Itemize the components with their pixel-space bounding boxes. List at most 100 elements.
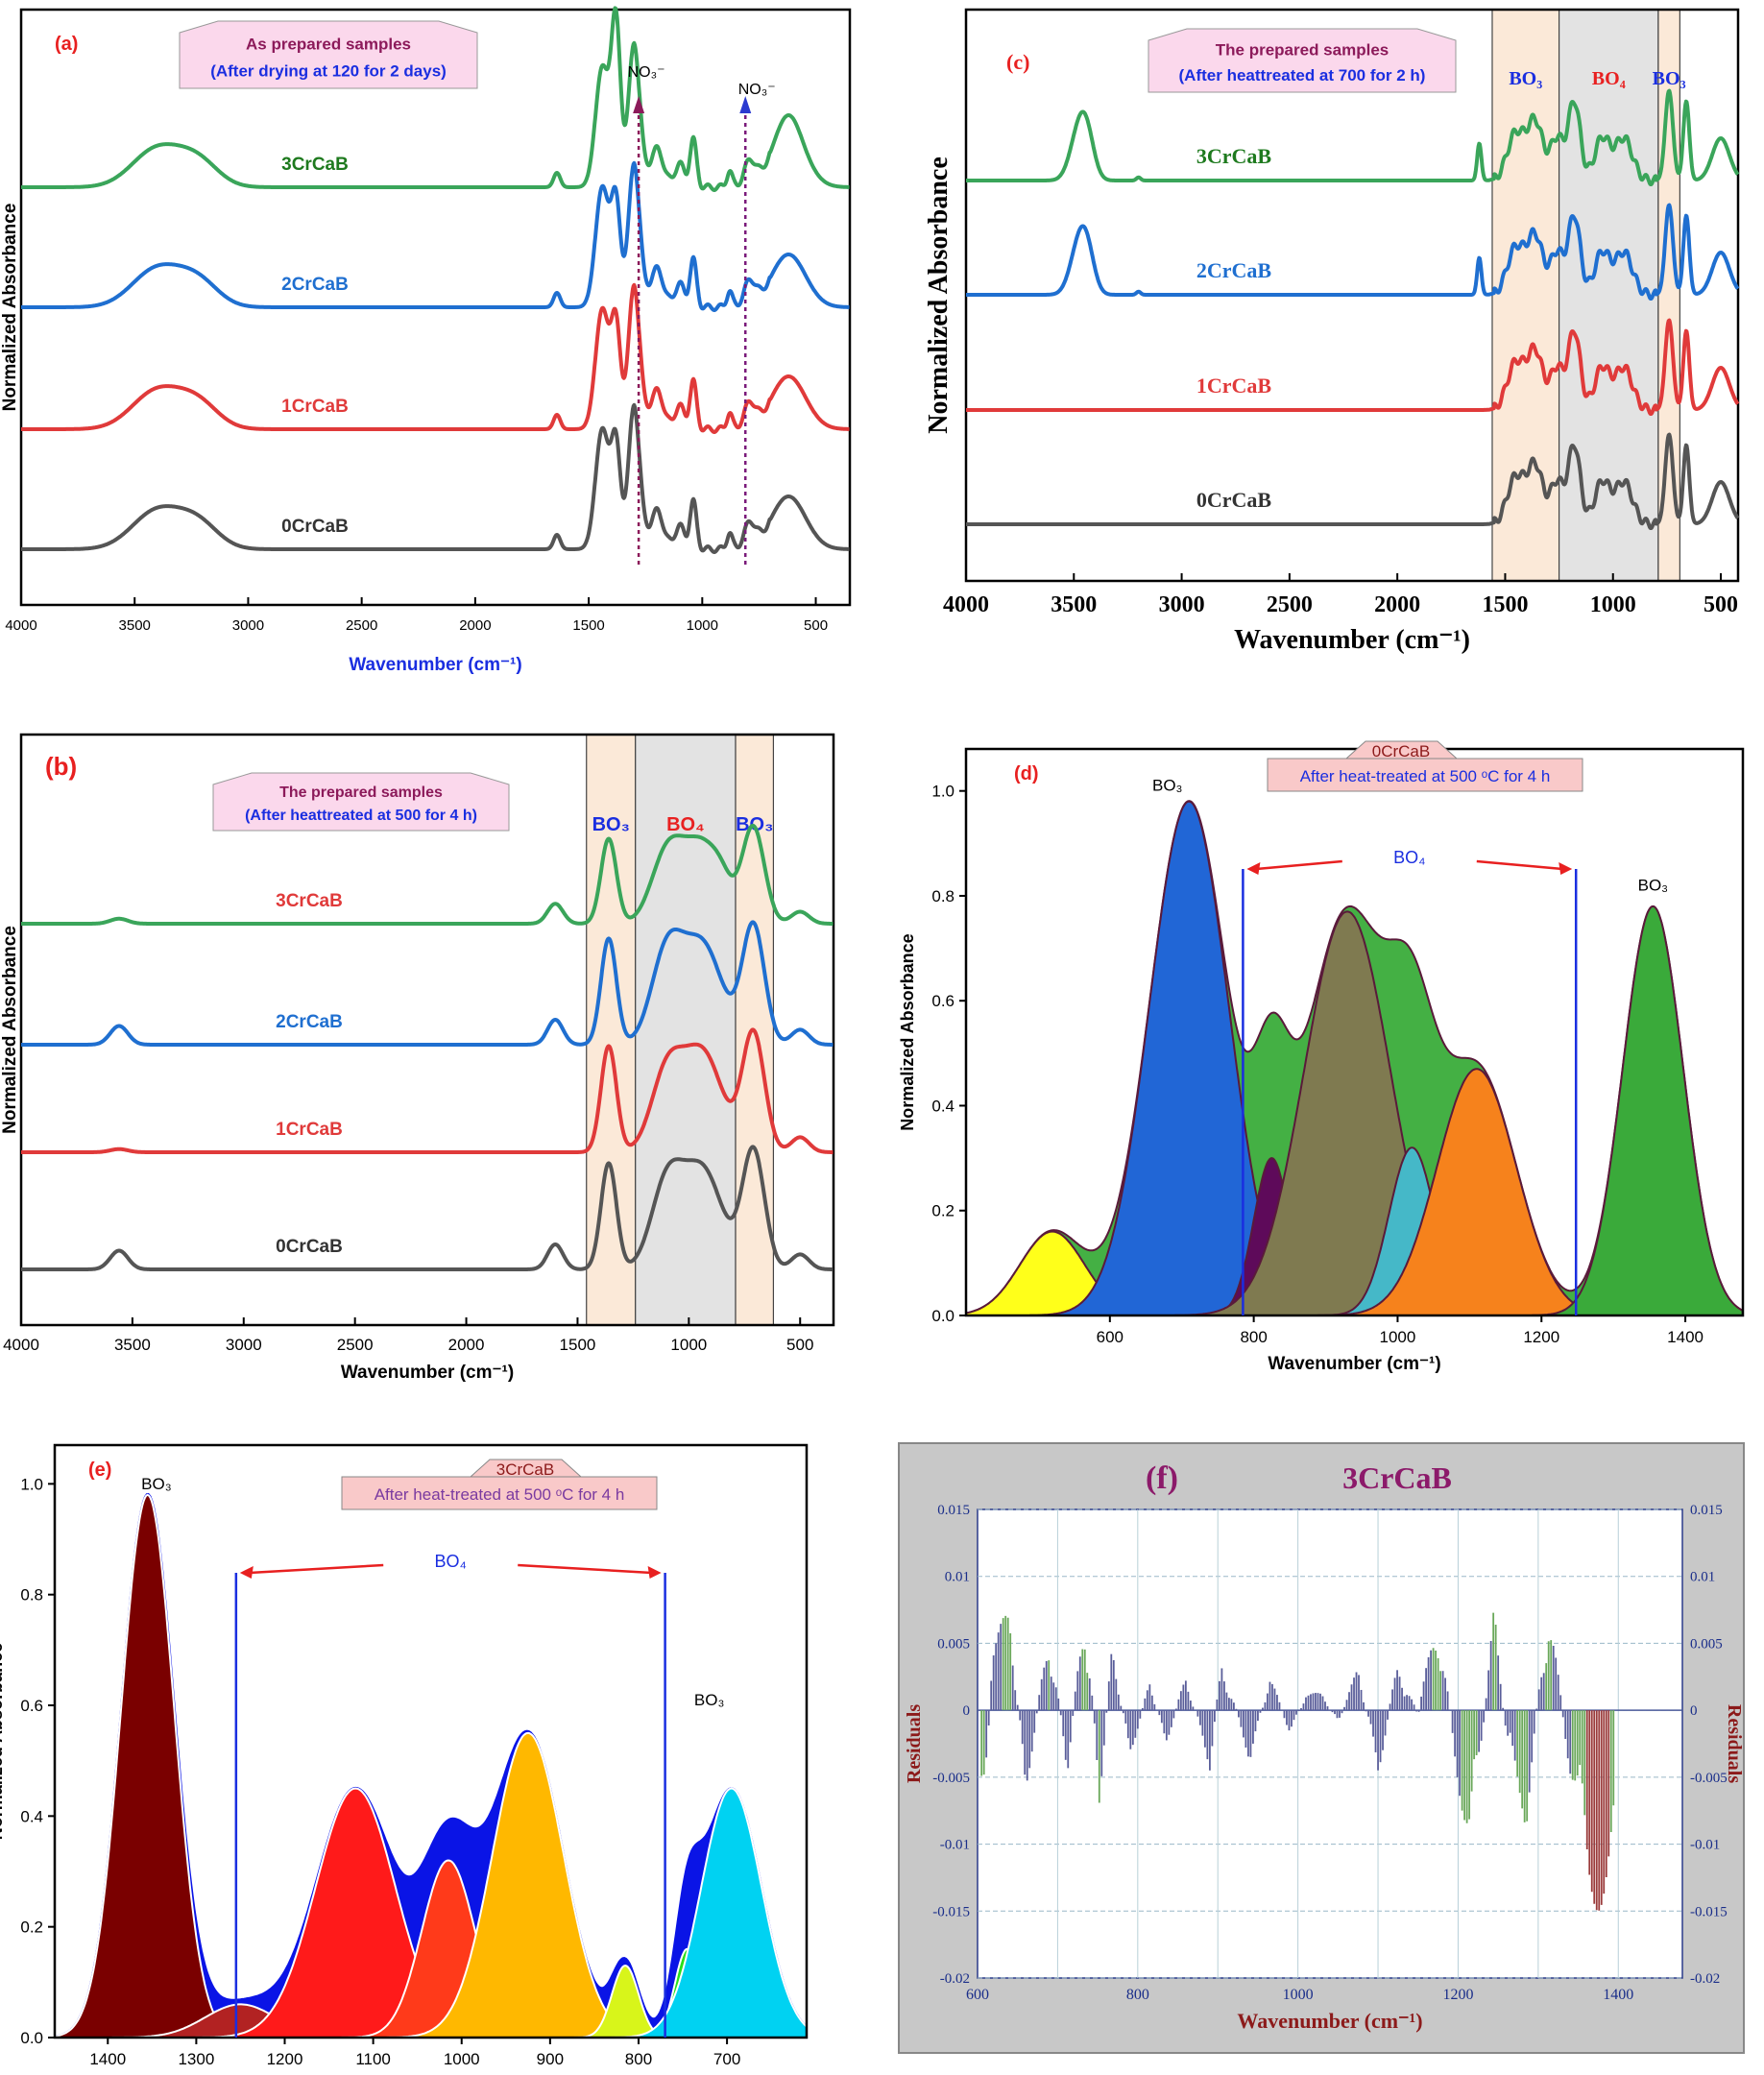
x-tick-label-0: 1400 [89, 2050, 126, 2068]
band-label-0: BO₃ [592, 814, 630, 835]
series-line-3CrCaB [19, 823, 834, 926]
title-line-1: The prepared samples [1216, 41, 1389, 60]
x-tick-label-6: 1000 [1590, 592, 1636, 617]
x-tick-label-4: 2000 [448, 1336, 485, 1354]
x-tick-label-3: 1200 [1523, 1328, 1559, 1346]
y-tick-label-left-5: -0.01 [940, 1838, 970, 1853]
y-axis-label-left: Residuals [904, 1704, 925, 1783]
panel-a-chart: 4000 3500 3000 2500 2000 1500 1000 500 Wavenumbe… [0, 6, 852, 675]
x-tick-label-0: 4000 [943, 592, 989, 617]
y-tick-label-left-1: 0.01 [945, 1570, 970, 1585]
panel-e-chart: 1400 1300 1200 1100 1000 900 800 700 0.0 0.2 0.4 0.… [0, 1443, 809, 2068]
title-box [341, 1476, 658, 1510]
annotation-arrow-0 [633, 96, 645, 113]
title-box [212, 772, 510, 832]
y-axis-label: Normalized Absorbance [0, 1643, 6, 1840]
series-line-2CrCaB [19, 920, 834, 1047]
annotation-label-0: NO₃⁻ [628, 64, 665, 81]
x-tick-label-2: 3000 [1159, 592, 1205, 617]
x-tick-label-0: 600 [1097, 1328, 1124, 1346]
series-label-1CrCaB: 1CrCaB [281, 397, 349, 417]
sample-title: 3CrCaB [1342, 1460, 1452, 1495]
panel-label: (e) [88, 1460, 111, 1481]
sample-label: 3CrCaB [496, 1460, 554, 1479]
peak-label-0: BO₃ [1152, 777, 1183, 795]
series-label-0CrCaB: 0CrCaB [1196, 488, 1272, 512]
x-tick-label-2: 3000 [226, 1336, 262, 1354]
peak-label-1: BO₃ [1638, 877, 1669, 895]
panel-label: (a) [55, 34, 78, 55]
x-tick-label-1: 3500 [114, 1336, 151, 1354]
x-tick-label-4: 1400 [1603, 1987, 1633, 2003]
x-tick-label-7: 500 [804, 617, 828, 634]
series-label-3CrCaB: 3CrCaB [281, 155, 349, 175]
panel-label: (d) [1014, 763, 1039, 784]
x-tick-label-5: 1500 [560, 1336, 596, 1354]
panel-label: (f) [1146, 1460, 1178, 1496]
series-label-2CrCaB: 2CrCaB [276, 1012, 343, 1032]
y-tick-label-1: 0.2 [931, 1202, 954, 1220]
x-tick-label-1: 800 [1240, 1328, 1267, 1346]
x-tick-label-0: 4000 [3, 1336, 39, 1354]
y-tick-label-left-3: 0 [963, 1703, 971, 1719]
peak-label-0: BO₃ [141, 1475, 172, 1493]
x-tick-label-4: 1000 [444, 2050, 480, 2068]
x-tick-label-1: 800 [1126, 1987, 1149, 2003]
y-tick-label-3: 0.6 [20, 1697, 43, 1715]
region-arrowhead-left [239, 1566, 254, 1579]
x-tick-label-0: 600 [966, 1987, 989, 2003]
y-tick-label-4: 0.8 [931, 887, 954, 905]
y-tick-label-0: 0.0 [931, 1307, 954, 1325]
title-line-2: (After heattreated at 700 for 2 h) [1179, 66, 1426, 84]
series-label-0CrCaB: 0CrCaB [276, 1237, 343, 1257]
x-tick-label-5: 900 [537, 2050, 564, 2068]
title-box [1148, 28, 1457, 93]
y-tick-label-3: 0.6 [931, 992, 954, 1010]
x-tick-label-5: 1500 [572, 617, 604, 634]
y-tick-label-left-4: -0.005 [932, 1771, 970, 1786]
title-box [1267, 758, 1583, 792]
series-label-1CrCaB: 1CrCaB [276, 1120, 343, 1140]
region-arrowhead-left [1246, 862, 1261, 875]
panel-d-chart: 600 800 1000 1200 1400 0.0 0.2 0.4 0.6 0.8 1.0 Wave… [898, 740, 1745, 1374]
y-axis-label: Normalized Absorbance [898, 933, 917, 1130]
series-line-1CrCaB [964, 318, 1740, 416]
title-line-2: (After drying at 120 for 2 days) [210, 61, 447, 80]
series-label-3CrCaB: 3CrCaB [276, 891, 343, 911]
x-tick-label-6: 1000 [687, 617, 718, 634]
x-tick-label-1: 3500 [1051, 592, 1097, 617]
y-tick-label-right-6: -0.015 [1690, 1904, 1728, 1919]
region-arrow-right [1476, 859, 1563, 871]
series-line-2CrCaB [19, 160, 851, 312]
x-tick-label-4: 2000 [459, 617, 491, 634]
x-tick-label-1: 3500 [119, 617, 151, 634]
x-tick-label-3: 2500 [337, 1336, 374, 1354]
x-tick-label-5: 1500 [1482, 592, 1528, 617]
sample-label: 0CrCaB [1372, 742, 1430, 760]
series-line-3CrCaB [964, 88, 1740, 186]
y-tick-label-right-2: 0.005 [1690, 1636, 1723, 1652]
title-text: After heat-treated at 500 ᵒC for 4 h [1300, 767, 1551, 785]
title-box [179, 20, 478, 89]
x-tick-label-3: 2500 [1267, 592, 1313, 617]
title-text: After heat-treated at 500 ᵒC for 4 h [375, 1485, 625, 1504]
y-tick-label-2: 0.4 [20, 1807, 43, 1825]
plot-frame [19, 733, 835, 1327]
x-tick-label-3: 2500 [346, 617, 377, 634]
x-axis-label: Wavenumber (cm⁻¹) [1237, 2009, 1422, 2033]
plot-frame [964, 747, 1745, 1317]
region-arrow-right [518, 1563, 652, 1575]
x-tick-label-3: 1200 [1442, 1987, 1473, 2003]
y-tick-label-left-0: 0.015 [937, 1503, 970, 1518]
y-tick-label-left-6: -0.015 [932, 1904, 970, 1919]
y-tick-label-right-3: 0 [1690, 1703, 1698, 1719]
x-tick-label-4: 2000 [1374, 592, 1420, 617]
y-tick-label-5: 1.0 [931, 783, 954, 801]
panel-f-chart: 0.015 0.015 0.01 0.01 0.005 0.005 0 0 -0.005 -0.0… [898, 1442, 1745, 2054]
x-tick-label-6: 800 [625, 2050, 652, 2068]
y-tick-label-left-2: 0.005 [937, 1636, 970, 1652]
x-axis-label: Wavenumber (cm⁻¹) [349, 655, 521, 675]
y-tick-label-2: 0.4 [931, 1097, 954, 1115]
